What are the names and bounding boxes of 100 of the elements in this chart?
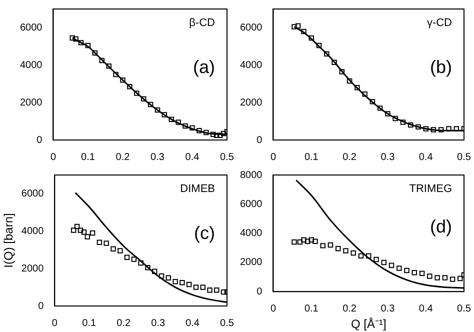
point <box>392 116 398 122</box>
x-tick-label: 0.2 <box>116 318 131 329</box>
point <box>316 42 322 48</box>
point <box>335 246 341 252</box>
point <box>366 253 372 259</box>
point <box>430 127 436 132</box>
x-tick-label: 0.5 <box>220 152 234 163</box>
point <box>301 237 306 242</box>
y-tick-label: 2000 <box>240 97 263 108</box>
point <box>343 248 348 254</box>
x-tick-label: 0.4 <box>185 152 200 163</box>
point <box>446 126 452 132</box>
point <box>200 284 206 290</box>
point <box>362 92 368 97</box>
y-tick-label: 0 <box>36 134 43 146</box>
point <box>172 279 178 284</box>
point <box>96 240 102 245</box>
point <box>404 268 410 274</box>
point <box>346 78 352 84</box>
annotation: DIMEB <box>180 183 215 196</box>
x-tick-label: 0.5 <box>457 303 472 314</box>
point <box>396 266 402 271</box>
point <box>412 270 418 276</box>
x-tick-label: 0.4 <box>418 303 434 314</box>
y-tick-label: 0 <box>256 286 263 298</box>
point <box>73 36 78 42</box>
point <box>84 234 90 240</box>
point <box>127 84 132 90</box>
annotation: (c) <box>194 222 215 243</box>
point <box>190 125 195 130</box>
y-tick-label: 6000 <box>20 22 43 34</box>
point <box>454 126 459 132</box>
point <box>350 250 356 256</box>
point <box>70 228 76 233</box>
point <box>186 282 192 288</box>
point <box>81 229 87 235</box>
point <box>220 289 226 295</box>
point <box>450 276 456 282</box>
point <box>339 69 345 74</box>
point <box>196 128 202 134</box>
annotation: β-CD <box>189 17 216 30</box>
y-tick-label: 4000 <box>240 228 263 240</box>
y-tick-label: 2000 <box>20 97 43 108</box>
x-tick-label: 0.3 <box>380 152 396 163</box>
point <box>140 96 146 102</box>
point <box>148 102 154 108</box>
point <box>145 265 150 270</box>
point <box>442 275 448 280</box>
point <box>301 28 306 34</box>
point <box>176 120 181 125</box>
point <box>304 238 310 244</box>
point <box>104 240 109 246</box>
x-tick-label: 0.1 <box>304 303 319 314</box>
x-tick-label: 0.3 <box>150 152 165 163</box>
annotation: (a) <box>193 56 215 77</box>
x-tick-label: 0.1 <box>82 318 97 329</box>
x-tick-label: 0.5 <box>457 152 472 163</box>
x-tick-label: 0.4 <box>418 152 434 163</box>
x-axis-title: Q [Å⁻¹] <box>350 317 386 332</box>
point <box>106 63 112 69</box>
point <box>388 262 394 268</box>
point <box>168 116 174 122</box>
point <box>381 260 387 266</box>
x-tick-label: 0 <box>270 152 276 163</box>
point <box>419 270 425 276</box>
x-tick-label: 0 <box>52 318 58 329</box>
point <box>214 287 220 293</box>
point <box>152 268 158 274</box>
point <box>158 273 164 279</box>
point <box>138 260 144 266</box>
y-tick-label: 6000 <box>240 198 263 210</box>
y-tick-label: 6000 <box>21 188 44 200</box>
x-tick-label: 0.2 <box>342 303 357 314</box>
point <box>204 130 209 136</box>
point <box>458 276 463 282</box>
point <box>78 228 84 233</box>
y-tick-label: 4000 <box>20 60 43 71</box>
point <box>400 120 406 125</box>
point <box>220 130 226 136</box>
x-tick-label: 0.2 <box>116 152 130 163</box>
point <box>210 132 216 138</box>
y-axis-title: I(Q) [barn] <box>2 213 16 268</box>
y-tick-label: 4000 <box>21 226 44 237</box>
y-tick-label: 4000 <box>240 60 263 71</box>
point <box>110 246 116 252</box>
point <box>320 243 326 248</box>
point <box>74 224 80 230</box>
annotation: (b) <box>430 56 452 77</box>
y-tick-label: 8000 <box>240 170 263 181</box>
point <box>427 274 432 279</box>
point <box>374 256 379 262</box>
x-tick-label: 0 <box>50 152 56 163</box>
annotation: γ-CD <box>426 17 452 30</box>
x-tick-label: 0.1 <box>81 152 96 163</box>
point <box>113 72 118 78</box>
point <box>416 124 421 130</box>
point <box>124 254 130 260</box>
point <box>118 248 123 254</box>
point <box>182 123 188 129</box>
x-tick-label: 0.1 <box>304 152 319 163</box>
